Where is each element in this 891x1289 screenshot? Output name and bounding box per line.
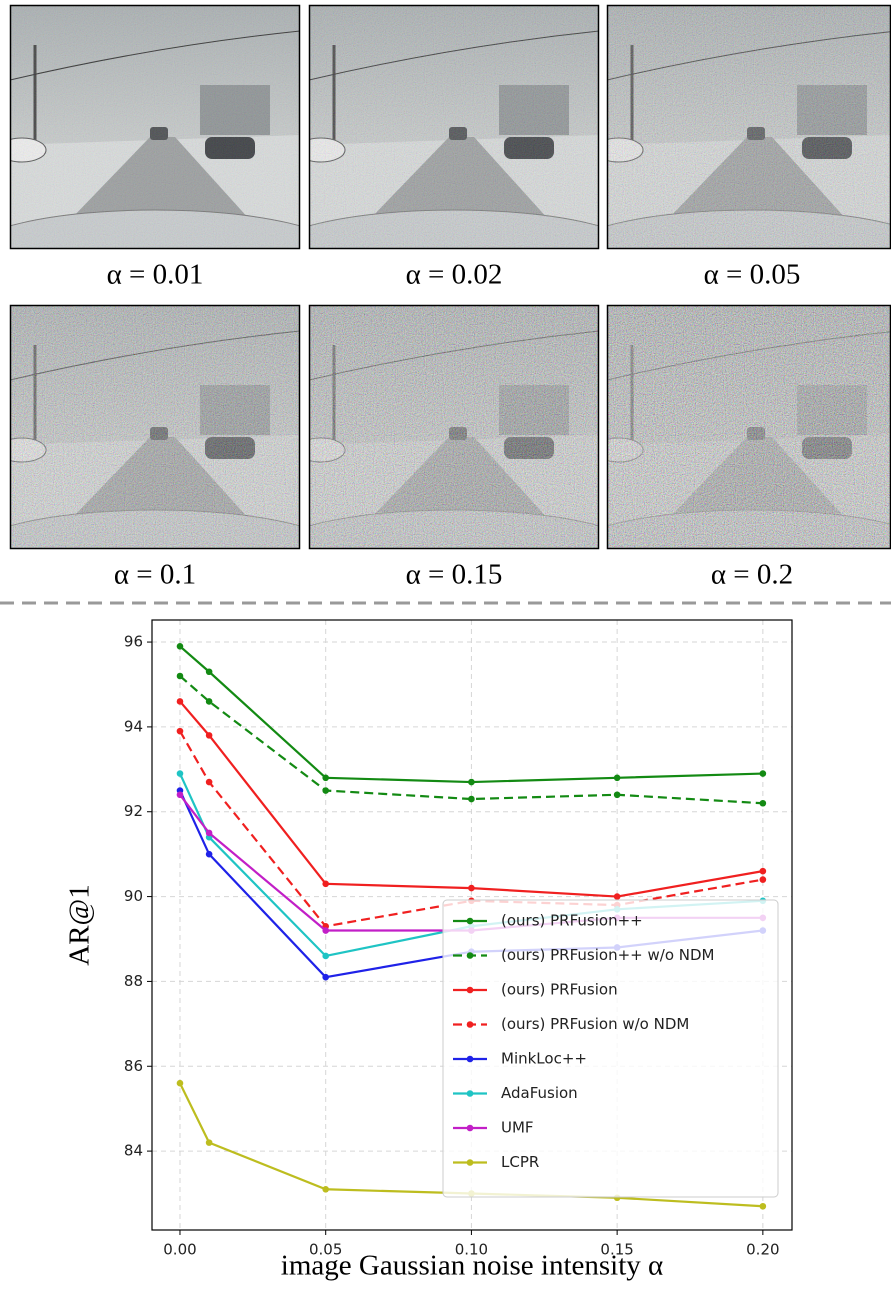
data-point (613, 893, 621, 900)
photo (309, 305, 599, 549)
data-point (759, 1202, 767, 1210)
photo (10, 5, 300, 249)
photo-label: α = 0.15 (406, 559, 503, 591)
data-point (205, 668, 213, 676)
legend-label: LCPR (501, 1153, 539, 1171)
data-point (205, 1139, 213, 1146)
data-point (205, 850, 213, 858)
data-point (613, 774, 621, 782)
noise (10, 5, 300, 249)
data-point (468, 778, 475, 786)
x-axis-label: image Gaussian noise intensity α (281, 1250, 663, 1282)
data-point (322, 774, 329, 782)
legend-marker (466, 1021, 474, 1028)
legend-label: AdaFusion (501, 1084, 578, 1102)
data-point (176, 770, 184, 777)
y-tick-label: 84 (124, 1142, 143, 1160)
x-tick-label: 0.15 (600, 1241, 633, 1259)
y-tick-label: 88 (124, 972, 143, 990)
legend-marker (466, 1159, 474, 1166)
data-point (176, 791, 184, 799)
data-point (322, 952, 329, 960)
data-point (176, 672, 184, 680)
y-tick-label: 92 (124, 802, 143, 820)
data-point (205, 778, 213, 786)
legend-label: (ours) PRFusion w/o NDM (501, 1015, 689, 1033)
legend-marker (466, 986, 474, 994)
legend-box (442, 899, 779, 1198)
data-point (322, 927, 329, 934)
photo-label: α = 0.02 (406, 259, 503, 291)
legend-marker (466, 1055, 474, 1063)
series-line (178, 1082, 763, 1208)
photo-label: α = 0.01 (107, 259, 204, 291)
photo (10, 305, 300, 549)
legend-marker (466, 917, 474, 925)
data-point (468, 795, 475, 803)
data-point (468, 884, 475, 892)
y-tick-label: 90 (124, 887, 143, 905)
photo (607, 305, 891, 549)
y-tick-label: 94 (124, 717, 143, 735)
legend-label: (ours) PRFusion++ (501, 912, 643, 930)
legend-marker (466, 1090, 474, 1097)
x-tick-label: 0.00 (163, 1241, 196, 1259)
x-tick-label: 0.20 (746, 1241, 779, 1259)
data-point (176, 727, 184, 735)
data-point (176, 643, 184, 650)
photo (309, 5, 599, 249)
data-point (176, 1079, 184, 1087)
data-point (322, 973, 329, 981)
photo-frame (308, 4, 600, 250)
noise (309, 5, 599, 249)
photo-label: α = 0.1 (114, 559, 196, 591)
legend-marker (466, 1124, 474, 1132)
data-point (759, 799, 767, 807)
data-point (759, 770, 767, 777)
noise (607, 305, 891, 549)
series-line (179, 645, 763, 784)
legend-marker (466, 952, 474, 959)
noise (10, 305, 300, 549)
data-point (205, 732, 213, 739)
x-tick-label: 0.10 (455, 1241, 488, 1259)
data-point (322, 1185, 329, 1193)
data-point (322, 880, 329, 888)
photo-frame (9, 4, 301, 250)
data-point (759, 867, 767, 875)
photo-frame (308, 304, 600, 550)
data-point (205, 829, 213, 837)
y-tick-label: 96 (124, 633, 143, 651)
legend-label: (ours) PRFusion (501, 981, 618, 999)
noise (607, 5, 891, 249)
legend-label: UMF (501, 1119, 534, 1137)
y-tick-label: 86 (124, 1057, 143, 1075)
data-point (759, 876, 767, 883)
noise (309, 305, 599, 549)
plot-frame (151, 619, 793, 1231)
data-point (176, 698, 184, 705)
data-point (613, 791, 621, 799)
series-line (179, 675, 763, 805)
photo-label: α = 0.2 (711, 559, 793, 591)
photo-label: α = 0.05 (704, 259, 801, 291)
data-point (322, 787, 329, 794)
photo-frame (9, 304, 301, 550)
data-point (205, 698, 213, 705)
photo (607, 5, 891, 249)
y-axis-label: AR@1 (64, 884, 96, 966)
x-tick-label: 0.05 (309, 1241, 342, 1259)
series-line (179, 700, 764, 898)
legend-label: (ours) PRFusion++ w/o NDM (501, 946, 714, 964)
legend-label: MinkLoc++ (501, 1050, 587, 1068)
